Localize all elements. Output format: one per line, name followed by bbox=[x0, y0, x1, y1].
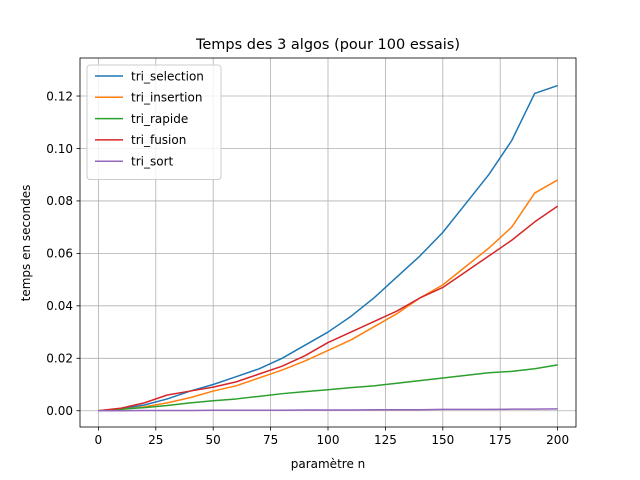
x-tick-label: 0 bbox=[95, 433, 103, 447]
series-lines bbox=[98, 84, 559, 412]
chart-title: Temps des 3 algos (pour 100 essais) bbox=[195, 37, 460, 53]
x-tick-label: 100 bbox=[317, 433, 340, 447]
x-tick-label: 150 bbox=[431, 433, 454, 447]
legend-label: tri_rapide bbox=[131, 112, 188, 126]
legend: tri_selection tri_insertion tri_rapide tri_… bbox=[86, 64, 222, 180]
legend-label: tri_sort bbox=[131, 155, 174, 169]
x-tick-label: 75 bbox=[263, 433, 278, 447]
y-tick-label: 0.00 bbox=[46, 404, 73, 418]
series-line-tri_fusion bbox=[98, 205, 559, 412]
series-line-tri_sort bbox=[98, 408, 558, 412]
y-axis: 0.00 0.02 0.04 0.06 0.08 0.10 0.12 bbox=[46, 89, 80, 418]
y-tick-label: 0.06 bbox=[46, 247, 73, 261]
x-tick-label: 25 bbox=[148, 433, 163, 447]
x-axis-label: paramètre n bbox=[291, 457, 366, 471]
x-axis: 0 25 50 75 100 125 150 175 200 bbox=[95, 427, 569, 447]
x-tick-label: 125 bbox=[374, 433, 397, 447]
y-tick-label: 0.04 bbox=[46, 299, 73, 313]
y-axis-label: temps en secondes bbox=[19, 185, 33, 302]
x-tick-label: 200 bbox=[546, 433, 569, 447]
y-tick-label: 0.12 bbox=[46, 89, 73, 103]
y-tick-label: 0.02 bbox=[46, 352, 73, 366]
legend-label: tri_fusion bbox=[131, 133, 186, 147]
series-line-tri_rapide bbox=[98, 364, 558, 412]
y-tick-label: 0.08 bbox=[46, 194, 73, 208]
y-tick-label: 0.10 bbox=[46, 142, 73, 156]
legend-label: tri_insertion bbox=[131, 91, 202, 105]
legend-label: tri_selection bbox=[131, 69, 204, 83]
x-tick-label: 175 bbox=[489, 433, 512, 447]
legend-box bbox=[86, 64, 222, 180]
series-line-tri_insertion bbox=[98, 179, 559, 412]
x-tick-label: 50 bbox=[206, 433, 221, 447]
series-line-tri_selection bbox=[98, 84, 558, 412]
